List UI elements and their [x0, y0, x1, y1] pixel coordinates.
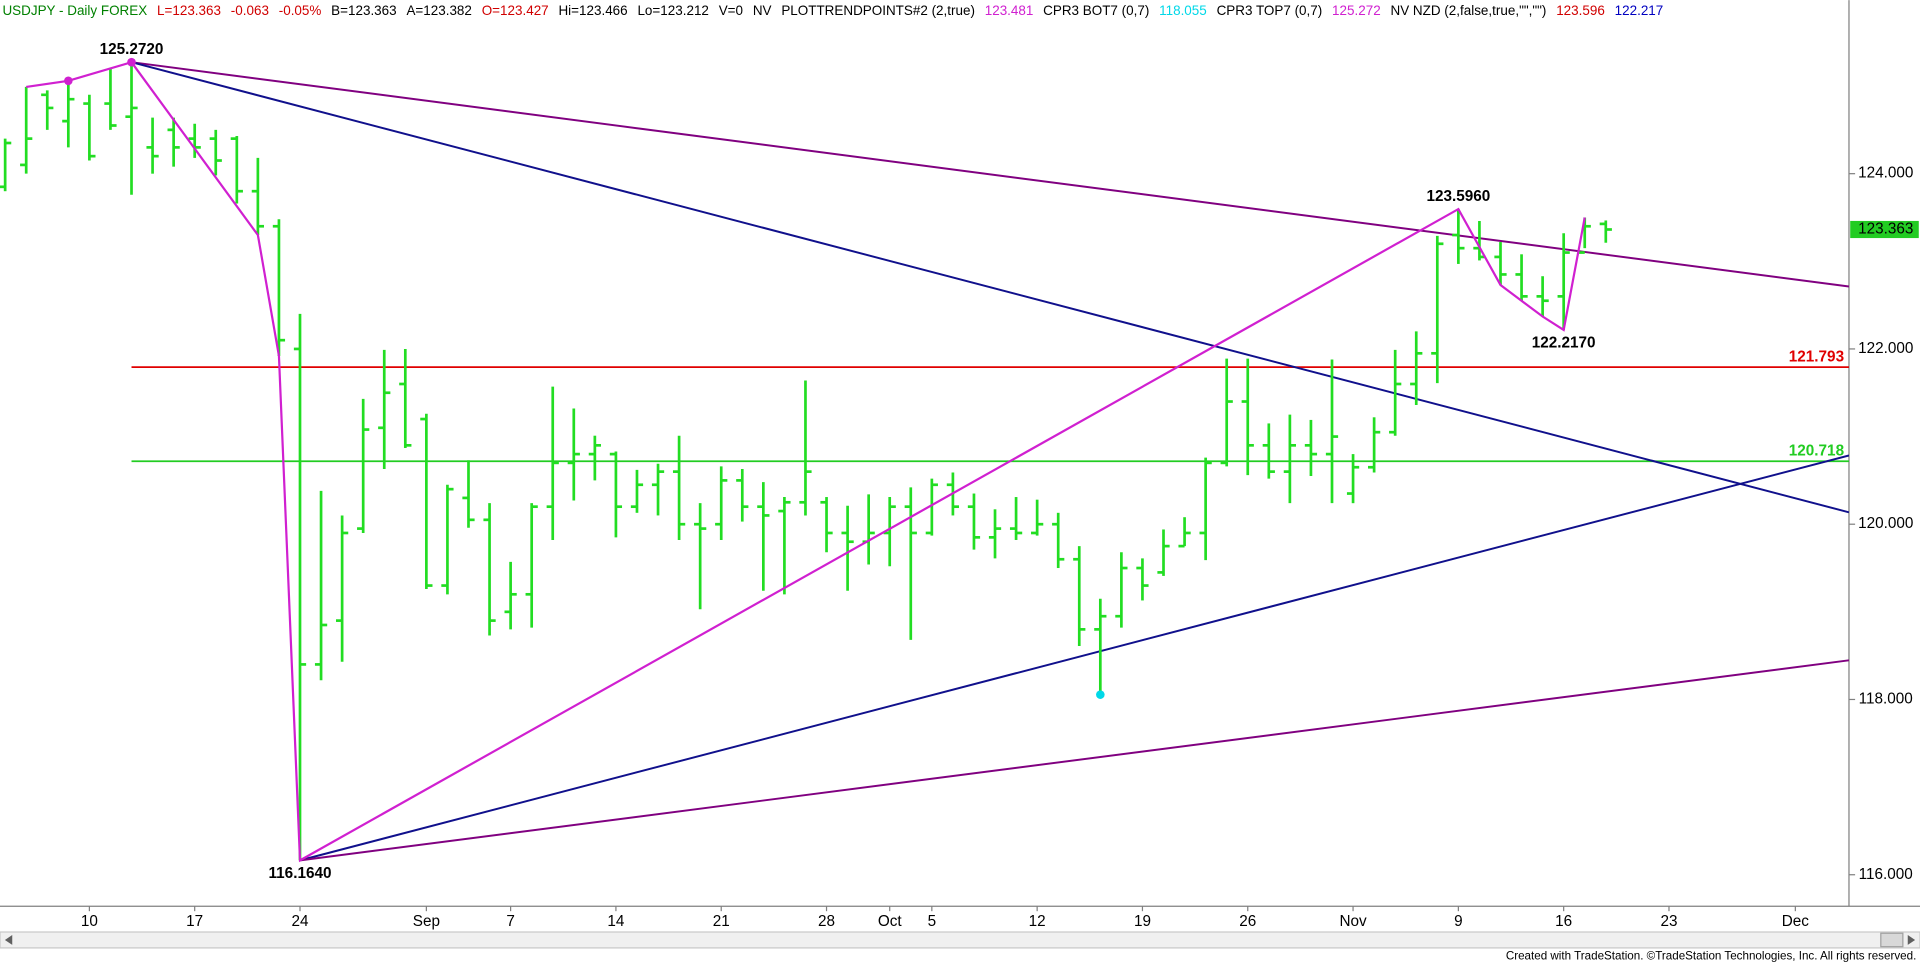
last-price-tag	[1850, 220, 1919, 239]
x-tick-label: Oct	[878, 913, 903, 930]
indicator-dot	[127, 57, 136, 67]
y-tick-label: 118.000	[1859, 691, 1913, 708]
x-tick-label: 12	[1029, 913, 1046, 930]
header-item: O=123.427	[482, 3, 549, 18]
header-item: CPR3 BOT7 (0,7)	[1043, 3, 1149, 18]
x-tick-label: 10	[81, 913, 98, 930]
x-tick-label: 21	[713, 913, 730, 930]
zigzag	[26, 60, 1586, 863]
header-item: A=123.382	[406, 3, 471, 18]
x-tick-label: 28	[818, 913, 835, 930]
header-item: 123.596	[1556, 3, 1605, 18]
header-item: V=0	[719, 3, 743, 18]
header-item: 118.055	[1159, 3, 1207, 18]
header-item: CPR3 TOP7 (0,7)	[1217, 3, 1323, 18]
header-item: L=123.363	[157, 3, 221, 18]
scroll-thumb[interactable]	[1880, 932, 1904, 948]
pivot-label: 125.2720	[100, 41, 164, 58]
x-tick-label: 24	[291, 913, 309, 930]
x-tick-label: Sep	[413, 913, 440, 930]
scroll-left[interactable]	[4, 935, 13, 945]
level-label: 121.793	[1789, 348, 1844, 365]
level-label: 120.718	[1789, 443, 1845, 460]
header-item: 125.272	[1332, 3, 1381, 18]
indicator-dot	[1096, 690, 1105, 699]
x-tick-label: 26	[1239, 913, 1256, 930]
x-tick-label: 16	[1555, 913, 1572, 930]
header-item: Lo=123.212	[637, 3, 708, 18]
x-tick-label: 14	[607, 913, 625, 930]
header-item: 123.481	[985, 3, 1034, 18]
header-item: PLOTTRENDPOINTS#2 (2,true)	[781, 3, 975, 18]
pivot-label: 122.2170	[1532, 334, 1596, 351]
scroll-right[interactable]	[1907, 935, 1916, 945]
indicator-dot	[64, 76, 73, 86]
y-tick-label: 122.000	[1858, 340, 1913, 357]
x-tick-label: Nov	[1339, 913, 1367, 930]
header-item: Hi=123.466	[558, 3, 627, 18]
pivot-label: 123.5960	[1426, 188, 1490, 205]
footer: Created with TradeStation. ©TradeStation…	[1506, 950, 1917, 963]
chart-header: USDJPY - Daily FOREX L=123.363 -0.063 -0.05…	[2, 3, 1663, 18]
trend-line	[131, 61, 1849, 514]
header-item: B=123.363	[331, 3, 396, 18]
scrollbar[interactable]	[0, 931, 1920, 949]
x-tick-label: 17	[186, 913, 203, 930]
y-tick-label: 124.000	[1858, 165, 1913, 182]
header-item: USDJPY - Daily FOREX	[2, 3, 147, 18]
trend-line	[299, 454, 1849, 862]
x-tick-label: 23	[1660, 913, 1677, 930]
pivot-label: 116.1640	[269, 865, 332, 882]
trend-line	[299, 659, 1849, 862]
x-tick-label: 9	[1454, 913, 1463, 930]
x-tick-label: 7	[506, 913, 515, 930]
x-tick-label: 19	[1134, 913, 1151, 930]
header-item: -0.05%	[279, 3, 322, 18]
header-item: 122.217	[1615, 3, 1664, 18]
plot-area	[0, 57, 1849, 863]
x-tick-label: 5	[928, 913, 937, 930]
y-tick-label: 116.000	[1859, 866, 1913, 883]
header-item: NV	[753, 3, 772, 18]
last-price-label: 123.363	[1858, 221, 1913, 238]
x-tick-label: Dec	[1782, 913, 1810, 930]
header-item: NV NZD (2,false,true,"","")	[1390, 3, 1546, 18]
y-tick-label: 120.000	[1858, 515, 1913, 532]
header-item: -0.063	[231, 3, 269, 18]
overlay: 116.000 118.000 120.000 122.000 124.000 10 17 2…	[81, 41, 1919, 930]
